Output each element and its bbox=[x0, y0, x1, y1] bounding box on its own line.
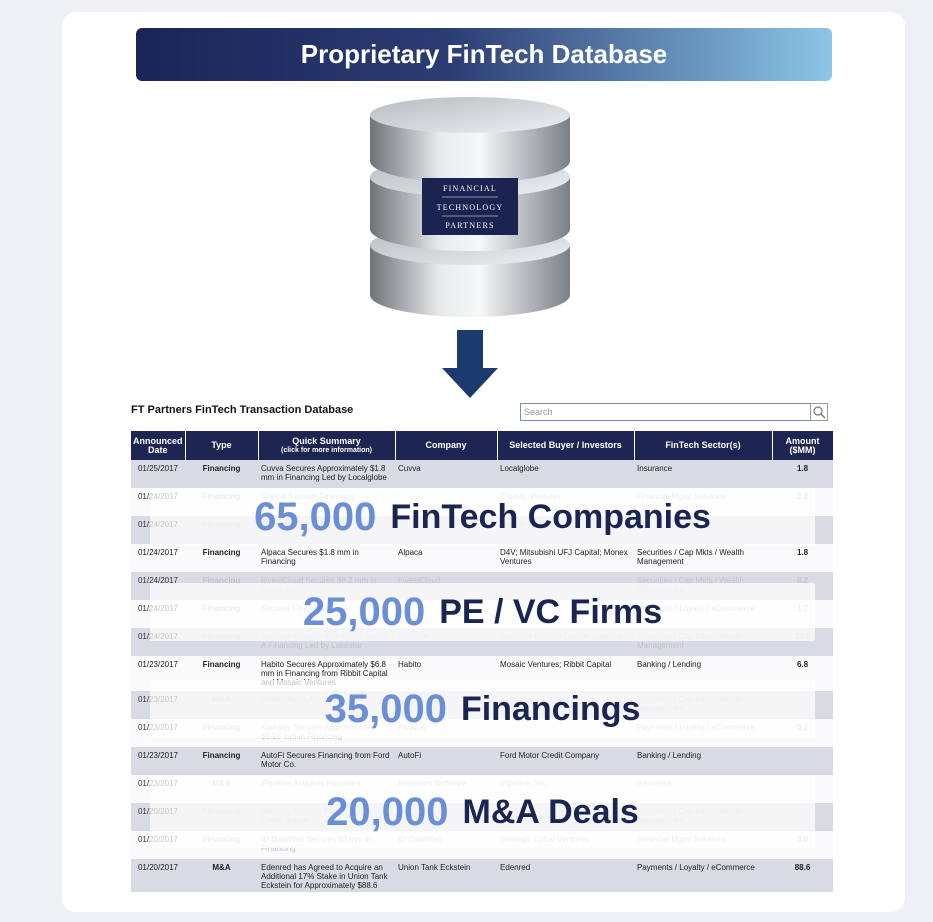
stat-label: PE / VC Firms bbox=[439, 593, 662, 632]
logo-line: TECHNOLOGY bbox=[437, 203, 504, 212]
header-note: (click for more information) bbox=[261, 446, 393, 455]
table-cell: Banking / Lending bbox=[634, 747, 772, 775]
table-cell: Alpaca Secures $1.8 mm in Financing bbox=[258, 544, 395, 572]
table-cell: Insurance bbox=[634, 460, 772, 488]
table-cell: 1.8 bbox=[772, 460, 833, 488]
database-icon: FINANCIAL TECHNOLOGY PARTNERS bbox=[360, 95, 580, 325]
table-cell: 01/24/2017 bbox=[131, 544, 185, 572]
header-text: Announced Date bbox=[133, 436, 183, 455]
table-cell: Payments / Loyalty / eCommerce bbox=[634, 859, 772, 892]
table-cell: M&A bbox=[185, 859, 258, 892]
column-header: Amount ($MM) bbox=[772, 431, 833, 460]
stat-band: 25,000 PE / VC Firms bbox=[150, 583, 815, 641]
table-cell: Union Tank Eckstein bbox=[395, 859, 497, 892]
logo-line: FINANCIAL bbox=[443, 184, 497, 193]
search-box[interactable]: Search bbox=[520, 403, 813, 421]
stat-band: 20,000 M&A Deals bbox=[150, 776, 815, 848]
table-cell bbox=[772, 747, 833, 775]
header-text: Amount ($MM) bbox=[786, 436, 820, 455]
stat-band: 35,000 Financings bbox=[150, 680, 815, 738]
stat-label: Financings bbox=[461, 690, 640, 729]
header-text: Type bbox=[211, 440, 231, 450]
column-header: FinTech Sector(s) bbox=[634, 431, 772, 460]
table-cell: AutoFi Secures Financing from Ford Motor… bbox=[258, 747, 395, 775]
table-cell: 88.6 bbox=[772, 859, 833, 892]
stat-number: 65,000 bbox=[254, 495, 376, 540]
stat-number: 25,000 bbox=[303, 590, 425, 635]
table-cell: Localglobe bbox=[497, 460, 634, 488]
banner-title: Proprietary FinTech Database bbox=[136, 28, 832, 81]
table-cell: Financing bbox=[185, 544, 258, 572]
header-text: Selected Buyer / Investors bbox=[509, 440, 622, 450]
search-button[interactable] bbox=[810, 403, 828, 421]
table-cell: Ford Motor Credit Company bbox=[497, 747, 634, 775]
header-text: Quick Summary bbox=[292, 436, 361, 446]
table-cell: Alpaca bbox=[395, 544, 497, 572]
header-text: Company bbox=[425, 440, 466, 450]
table-cell: 01/23/2017 bbox=[131, 747, 185, 775]
table-cell: Financing bbox=[185, 460, 258, 488]
column-header: Type bbox=[185, 431, 258, 460]
stat-label: M&A Deals bbox=[463, 793, 639, 832]
table-cell: Securities / Cap Mkts / Wealth Managemen… bbox=[634, 544, 772, 572]
table-cell: D4V; Mitsubishi UFJ Capital; Monex Ventu… bbox=[497, 544, 634, 572]
table-cell: Cuvva Secures Approximately $1.8 mm in F… bbox=[258, 460, 395, 488]
column-header: Company bbox=[395, 431, 497, 460]
stat-number: 20,000 bbox=[326, 790, 448, 835]
page: Proprietary FinTech Database FINANCIAL T… bbox=[0, 0, 933, 922]
column-header: Announced Date bbox=[131, 431, 185, 460]
header-text: FinTech Sector(s) bbox=[665, 440, 740, 450]
down-arrow bbox=[440, 330, 500, 400]
table-cell: 01/25/2017 bbox=[131, 460, 185, 488]
table-cell: 1.8 bbox=[772, 544, 833, 572]
table-cell: 01/20/2017 bbox=[131, 859, 185, 892]
stat-number: 35,000 bbox=[325, 687, 447, 732]
logo-line: PARTNERS bbox=[445, 221, 494, 230]
column-header: Selected Buyer / Investors bbox=[497, 431, 634, 460]
table-cell: AutoFi bbox=[395, 747, 497, 775]
disk-top bbox=[370, 97, 570, 183]
stat-label: FinTech Companies bbox=[390, 498, 711, 537]
table-cell: Edenred has Agreed to Acquire an Additio… bbox=[258, 859, 395, 892]
table-cell: Financing bbox=[185, 747, 258, 775]
column-header: Quick Summary(click for more information… bbox=[258, 431, 395, 460]
stat-band: 65,000 FinTech Companies bbox=[150, 488, 815, 546]
table-cell: Cuvva bbox=[395, 460, 497, 488]
table-cell: Edenred bbox=[497, 859, 634, 892]
table-title: FT Partners FinTech Transaction Database bbox=[131, 404, 353, 416]
